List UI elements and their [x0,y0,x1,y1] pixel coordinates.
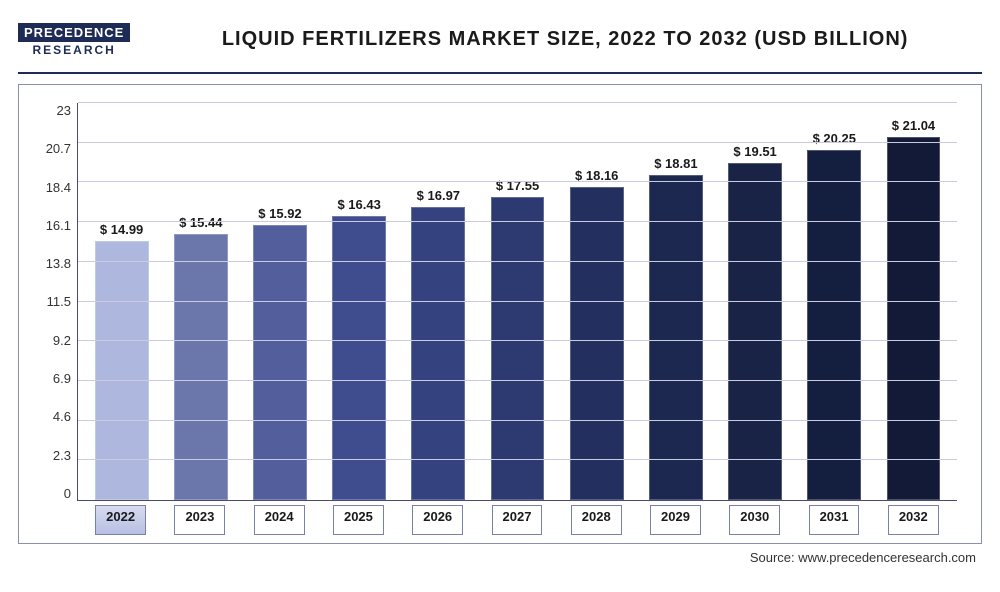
grid-line [78,261,957,262]
chart-frame: 23 20.7 18.4 16.1 13.8 11.5 9.2 6.9 4.6 2.3 0 $ 14… [18,84,982,544]
x-tick: 2030 [715,505,794,535]
x-tick-label: 2029 [650,505,701,535]
bar-wrap: $ 16.43 [320,103,399,500]
y-tick-label: 16.1 [46,218,71,233]
bar [649,175,703,500]
brand-top: PRECEDENCE [18,23,130,42]
x-tick: 2024 [240,505,319,535]
source-text: Source: www.precedenceresearch.com [18,550,982,565]
x-tick-label: 2024 [254,505,305,535]
grid-line [78,380,957,381]
bar-wrap: $ 16.97 [399,103,478,500]
bar-value-label: $ 16.43 [337,197,380,212]
bar-value-label: $ 19.51 [733,144,776,159]
bar [332,216,386,500]
bar [728,163,782,500]
grid-line [78,142,957,143]
bar [411,207,465,500]
bar-wrap: $ 21.04 [874,103,953,500]
x-tick: 2032 [874,505,953,535]
bar [570,187,624,500]
x-tick: 2031 [794,505,873,535]
bar-wrap: $ 19.51 [716,103,795,500]
y-tick-label: 4.6 [53,409,71,424]
bar [807,150,861,500]
y-tick-label: 9.2 [53,333,71,348]
brand-bottom: RESEARCH [32,44,115,56]
x-tick: 2022 [81,505,160,535]
plot: 23 20.7 18.4 16.1 13.8 11.5 9.2 6.9 4.6 2.3 0 $ 14… [29,103,957,535]
grid-line [78,102,957,103]
y-tick-label: 0 [64,486,71,501]
chart-title: LIQUID FERTILIZERS MARKET SIZE, 2022 TO … [148,28,982,51]
bar-wrap: $ 15.44 [161,103,240,500]
x-tick: 2028 [557,505,636,535]
x-tick: 2029 [636,505,715,535]
x-tick-label: 2025 [333,505,384,535]
x-tick-label: 2028 [571,505,622,535]
bar [491,197,545,500]
grid-line [78,181,957,182]
bar-wrap: $ 17.55 [478,103,557,500]
bar-value-label: $ 16.97 [417,188,460,203]
y-tick-label: 2.3 [53,448,71,463]
brand-logo: PRECEDENCE RESEARCH [18,23,130,56]
x-tick: 2025 [319,505,398,535]
plot-area: $ 14.99 $ 15.44 $ 15.92 $ 16.43 $ 16.97 $ 17.… [77,103,957,501]
bar-value-label: $ 20.25 [813,131,856,146]
bar-value-label: $ 18.81 [654,156,697,171]
bar-wrap: $ 18.81 [636,103,715,500]
divider [18,72,982,74]
x-tick-label: 2027 [492,505,543,535]
x-tick-label: 2030 [729,505,780,535]
grid-line [78,301,957,302]
x-tick: 2027 [477,505,556,535]
bar-wrap: $ 20.25 [795,103,874,500]
x-tick-label: 2032 [888,505,939,535]
bar-value-label: $ 14.99 [100,222,143,237]
bar [95,241,149,500]
x-tick-label: 2031 [809,505,860,535]
bars-group: $ 14.99 $ 15.44 $ 15.92 $ 16.43 $ 16.97 $ 17.… [78,103,957,500]
y-axis: 23 20.7 18.4 16.1 13.8 11.5 9.2 6.9 4.6 2.3 0 [29,103,77,535]
grid-line [78,340,957,341]
x-tick-label: 2022 [95,505,146,535]
y-tick-label: 23 [57,103,71,118]
bar-wrap: $ 14.99 [82,103,161,500]
x-tick-label: 2026 [412,505,463,535]
bar-wrap: $ 15.92 [240,103,319,500]
x-tick-label: 2023 [174,505,225,535]
bar [887,137,941,500]
x-axis: 2022 2023 2024 2025 2026 2027 2028 2029 2030 2031… [77,505,957,535]
y-tick-label: 11.5 [47,294,71,309]
header: PRECEDENCE RESEARCH LIQUID FERTILIZERS M… [18,12,982,66]
x-tick: 2026 [398,505,477,535]
grid-line [78,459,957,460]
y-tick-label: 6.9 [53,371,71,386]
grid-line [78,420,957,421]
y-tick-label: 13.8 [46,256,71,271]
bar-value-label: $ 17.55 [496,178,539,193]
grid-line [78,221,957,222]
x-tick: 2023 [160,505,239,535]
bar-value-label: $ 21.04 [892,118,935,133]
bar-wrap: $ 18.16 [557,103,636,500]
bar-value-label: $ 15.92 [258,206,301,221]
y-tick-label: 18.4 [46,180,71,195]
chart-container: PRECEDENCE RESEARCH LIQUID FERTILIZERS M… [0,0,1000,592]
bar-value-label: $ 18.16 [575,168,618,183]
y-tick-label: 20.7 [46,141,71,156]
